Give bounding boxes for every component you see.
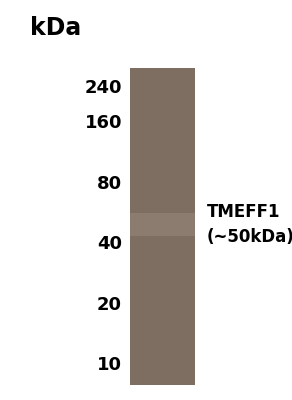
Text: 240: 240	[84, 78, 122, 96]
Bar	[130, 213, 195, 236]
Text: kDa: kDa	[30, 16, 81, 40]
Text: 20: 20	[97, 296, 122, 314]
Text: 80: 80	[97, 175, 122, 193]
Bar	[130, 68, 195, 385]
Text: 160: 160	[84, 114, 122, 132]
Text: 10: 10	[97, 356, 122, 374]
Text: 40: 40	[97, 235, 122, 253]
Text: TMEFF1
(~50kDa): TMEFF1 (~50kDa)	[207, 203, 292, 246]
